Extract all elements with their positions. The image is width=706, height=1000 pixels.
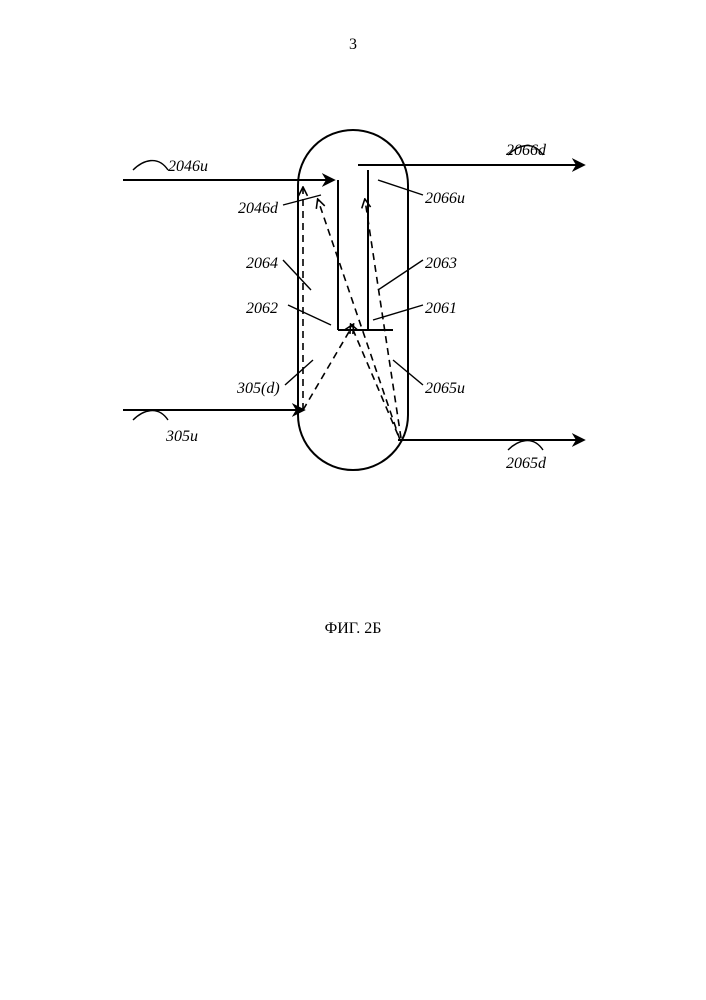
figure-diagram: 2046u 305u 2066d 2065d 2046d 2066u 2064 2063 206… xyxy=(103,100,603,540)
ref-label-l_305d: 305(d) xyxy=(237,380,280,398)
page: 3 2046u305u2066d2065d2046d2066u206420632… xyxy=(0,0,706,1000)
ref-label-l_305u: 305u xyxy=(166,428,198,446)
ref-label-l_2066d: 2066d xyxy=(506,142,546,160)
page-number: 3 xyxy=(0,36,706,54)
ref-label-l_2046d: 2046d xyxy=(238,200,278,218)
ref-label-l_2065u: 2065u xyxy=(425,380,465,398)
figure-caption: ФИГ. 2Б xyxy=(0,620,706,638)
ref-label-l_2064: 2064 xyxy=(246,255,278,273)
ref-label-l_2063: 2063 xyxy=(425,255,457,273)
ref-label-l_2062: 2062 xyxy=(246,300,278,318)
ref-label-l_2065d: 2065d xyxy=(506,455,546,473)
ref-label-l_2061: 2061 xyxy=(425,300,457,318)
ref-label-l_2066u: 2066u xyxy=(425,190,465,208)
ref-label-l_2046u: 2046u xyxy=(168,158,208,176)
